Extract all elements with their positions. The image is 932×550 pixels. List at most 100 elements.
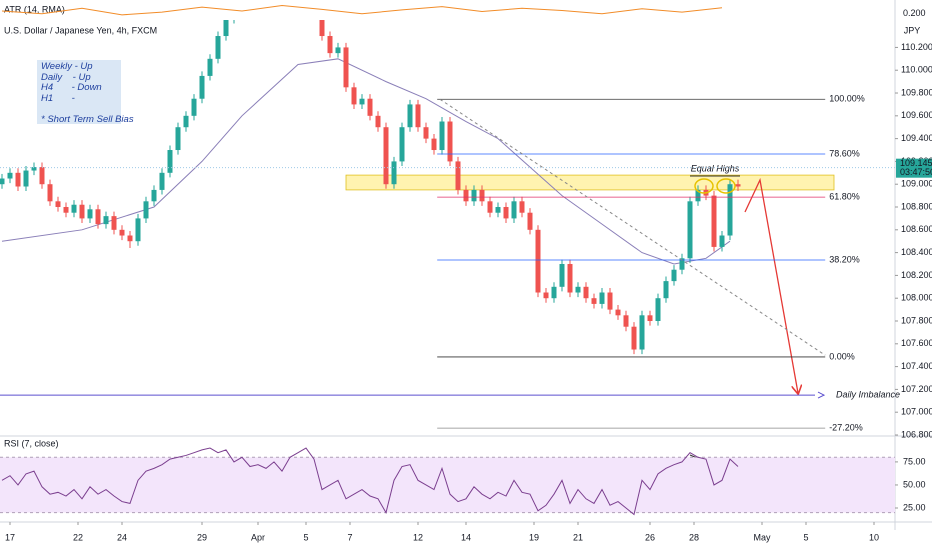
candle-body xyxy=(55,201,61,208)
candle-body xyxy=(551,286,557,299)
candle-body xyxy=(312,0,317,2)
candle-body xyxy=(223,20,229,37)
candle-body xyxy=(631,326,637,350)
candle-body xyxy=(439,121,445,151)
y-tick-label: 108.400 xyxy=(901,247,932,257)
candle-body xyxy=(407,104,413,128)
projection-arrow xyxy=(744,177,798,393)
y-tick-label: 107.800 xyxy=(901,315,932,325)
price-tag-value: 109.145 xyxy=(900,158,932,168)
candle-body xyxy=(391,161,397,185)
candle-body xyxy=(615,309,621,316)
candle-body xyxy=(495,207,501,213)
candle-body xyxy=(359,98,365,105)
candle-body xyxy=(79,204,85,219)
candle-body xyxy=(15,172,21,187)
atr-tick-label: 0.200 xyxy=(903,8,926,18)
currency-label: JPY xyxy=(904,25,921,35)
supply-zone xyxy=(345,174,835,191)
x-tick-label: 24 xyxy=(117,532,127,542)
candle-body xyxy=(655,298,661,322)
y-tick-label: 107.000 xyxy=(901,407,932,417)
y-tick-label: 109.800 xyxy=(901,87,932,97)
candle-body xyxy=(679,258,685,270)
atr-label: ATR (14, RMA) xyxy=(4,4,65,14)
candle-body xyxy=(232,13,237,19)
x-tick-label: Apr xyxy=(251,532,265,542)
candle-body xyxy=(719,235,725,247)
candle-body xyxy=(431,138,437,151)
candle-body xyxy=(175,127,181,151)
fib-label: 100.00% xyxy=(829,94,865,104)
candle-body xyxy=(535,229,541,293)
note-line xyxy=(41,104,117,115)
x-tick-label: 12 xyxy=(413,532,423,542)
candle-body xyxy=(487,201,493,213)
candle-body xyxy=(151,189,157,202)
candle-body xyxy=(415,104,421,128)
fib-label: -27.20% xyxy=(829,423,863,433)
price-tag-countdown: 03:47:50 xyxy=(900,167,932,177)
candle-body xyxy=(511,201,517,219)
candle-body xyxy=(319,20,325,37)
candle-body xyxy=(103,216,109,225)
candle-body xyxy=(567,264,573,293)
y-tick-label: 109.400 xyxy=(901,133,932,143)
imbalance-arrow xyxy=(817,391,826,399)
candle-body xyxy=(95,209,101,225)
fib-label: 61.80% xyxy=(829,191,860,201)
candle-body xyxy=(711,195,717,247)
note-line: H1 - xyxy=(41,92,75,104)
candle-body xyxy=(167,150,173,173)
price-tag xyxy=(896,158,932,178)
x-tick-label: 14 xyxy=(461,532,471,542)
x-tick-label: 17 xyxy=(5,532,15,542)
candle-body xyxy=(503,207,509,219)
candle-body xyxy=(479,189,485,202)
y-tick-label: 107.200 xyxy=(901,384,932,394)
candle-body xyxy=(335,47,341,54)
candle-body xyxy=(599,292,605,304)
y-tick-label: 108.200 xyxy=(901,270,932,280)
candle-body xyxy=(647,315,653,322)
candle-body xyxy=(159,172,165,190)
candle-body xyxy=(687,201,693,259)
x-tick-label: 7 xyxy=(347,532,352,542)
y-tick-label: 109.600 xyxy=(901,110,932,120)
candle-body xyxy=(87,209,93,219)
note-line: H4 - Down xyxy=(41,82,102,93)
candle-body xyxy=(199,75,205,99)
x-tick-label: 10 xyxy=(869,532,879,542)
candle-body xyxy=(143,201,149,219)
candle-body xyxy=(383,127,389,185)
candle-body xyxy=(623,315,629,327)
candle-body xyxy=(527,212,533,230)
candle-body xyxy=(7,172,13,179)
candle-body xyxy=(583,286,589,299)
candle-body xyxy=(0,178,5,185)
candle-body xyxy=(23,170,29,187)
bias-note: Weekly - Up Daily - Up H4 - Down H1 - * Sho… xyxy=(37,60,134,124)
candle-body xyxy=(119,229,125,236)
moving-average xyxy=(1,58,731,265)
rsi-tick-label: 50.00 xyxy=(903,479,926,489)
candle-body xyxy=(543,292,549,299)
x-tick-label: 22 xyxy=(73,532,83,542)
candle-body xyxy=(695,189,701,202)
y-tick-label: 108.000 xyxy=(901,293,932,303)
candle-body xyxy=(343,47,349,88)
candle-body xyxy=(71,204,77,213)
candle-body xyxy=(111,216,117,230)
atr-line xyxy=(1,4,723,16)
candle-body xyxy=(671,269,677,282)
candle-body xyxy=(135,218,141,242)
x-tick-label: 26 xyxy=(645,532,655,542)
candle-body xyxy=(127,235,133,242)
x-tick-label: 29 xyxy=(197,532,207,542)
candle-body xyxy=(399,127,405,162)
candle-body xyxy=(47,184,53,202)
note-line: Weekly - Up xyxy=(41,61,93,72)
candle-body xyxy=(248,0,253,2)
